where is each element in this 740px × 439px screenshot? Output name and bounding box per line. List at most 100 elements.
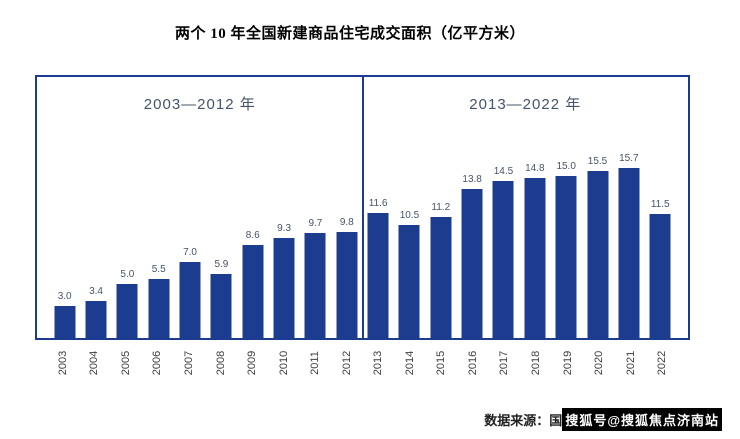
bar — [148, 279, 170, 338]
year-label: 2018 — [529, 350, 542, 376]
bar — [649, 214, 671, 338]
year-slot: 2013 — [362, 342, 394, 384]
year-slot: 2010 — [268, 342, 300, 384]
bar — [492, 181, 514, 338]
bar-value-label: 7.0 — [183, 247, 197, 258]
bar-value-label: 15.0 — [556, 161, 576, 172]
bar — [179, 262, 201, 338]
bar-value-label: 5.5 — [151, 264, 166, 275]
year-label: 2020 — [593, 350, 606, 376]
year-slot: 2018 — [520, 342, 552, 384]
year-slot: 2022 — [646, 342, 678, 384]
chart-title: 两个 10 年全国新建商品住宅成交面积（亿平方米） — [174, 26, 525, 42]
bar — [85, 301, 107, 338]
bar-value-label: 9.8 — [339, 217, 354, 228]
bar — [367, 213, 389, 338]
bar-slot: 9.8 — [331, 77, 362, 338]
period-divider-line — [361, 77, 364, 338]
bar — [54, 306, 76, 338]
bar-slot: 15.5 — [582, 77, 613, 338]
year-label: 2009 — [246, 350, 259, 376]
bar-slot: 5.5 — [143, 77, 174, 338]
plot-area: 2003—2012 年 2013—2022 年 3.0 3.4 5.0 5.5 7.0 5… — [35, 75, 690, 340]
year-label: 2004 — [88, 350, 101, 376]
bar-slot: 10.5 — [394, 77, 425, 338]
x-axis-labels: 2003 2004 2005 2006 2007 2008 2009 2010 2011 2012… — [35, 342, 690, 384]
year-label: 2010 — [277, 350, 290, 376]
bar-value-label: 3.0 — [57, 291, 72, 302]
bar-value-label: 10.5 — [399, 210, 420, 221]
bar — [116, 284, 138, 338]
year-label: 2019 — [561, 350, 574, 376]
bar-value-label: 15.7 — [619, 153, 639, 164]
year-label: 2008 — [214, 350, 227, 376]
bar — [555, 176, 577, 338]
bar-slot: 3.0 — [49, 77, 80, 338]
period-label-left: 2003—2012 年 — [143, 96, 256, 113]
bar-slot: 7.0 — [174, 77, 205, 338]
bar-slot: 9.7 — [300, 77, 331, 338]
year-label: 2012 — [340, 350, 353, 376]
bar-value-label: 9.7 — [308, 218, 323, 229]
bar-slot: 8.6 — [237, 77, 268, 338]
year-label: 2013 — [372, 350, 385, 376]
bar — [210, 274, 232, 338]
year-label: 2014 — [403, 350, 416, 376]
bar — [524, 178, 546, 338]
year-label: 2007 — [182, 350, 195, 376]
bar-value-label: 3.4 — [89, 286, 103, 297]
bar-value-label: 11.6 — [368, 198, 388, 209]
year-slot: 2006 — [142, 342, 174, 384]
year-slot: 2014 — [394, 342, 426, 384]
bar — [430, 217, 452, 338]
year-label: 2016 — [466, 350, 479, 376]
bar-slot: 14.8 — [519, 77, 550, 338]
year-label: 2011 — [309, 351, 322, 375]
bar-value-label: 13.8 — [462, 174, 482, 185]
year-slot: 2021 — [615, 342, 647, 384]
year-label: 2017 — [498, 350, 511, 376]
year-slot: 2017 — [489, 342, 521, 384]
year-label: 2022 — [656, 350, 669, 376]
bar-value-label: 11.5 — [650, 199, 670, 210]
year-slot: 2020 — [583, 342, 615, 384]
year-slot: 2015 — [426, 342, 458, 384]
bar — [461, 189, 483, 338]
year-label: 2021 — [624, 350, 637, 376]
period-label-right: 2013—2022 年 — [469, 96, 582, 113]
year-slot: 2012 — [331, 342, 363, 384]
year-slot: 2007 — [173, 342, 205, 384]
bar-slot: 5.0 — [112, 77, 143, 338]
year-slot: 2005 — [110, 342, 142, 384]
year-slot: 2009 — [236, 342, 268, 384]
bar — [242, 245, 264, 338]
watermark-badge: 搜狐号@搜狐焦点济南站 — [562, 408, 722, 431]
bar-value-label: 14.5 — [493, 166, 514, 177]
bar-slot: 14.5 — [488, 77, 519, 338]
bar-value-label: 11.2 — [431, 202, 451, 213]
bar-slot: 3.4 — [80, 77, 111, 338]
year-label: 2006 — [151, 350, 164, 376]
bar-slot: 15.0 — [551, 77, 582, 338]
bar-value-label: 14.8 — [525, 163, 545, 174]
bar — [304, 233, 326, 338]
bar — [273, 238, 295, 338]
bar-value-label: 8.6 — [245, 230, 260, 241]
bar-value-label: 9.3 — [277, 223, 292, 234]
year-slot: 2004 — [79, 342, 111, 384]
data-source-text: 数据来源：国 — [484, 413, 563, 428]
footer: 数据来源：国 搜狐号@搜狐焦点济南站 — [484, 408, 722, 431]
bar-slot: 9.3 — [268, 77, 299, 338]
bar-slot: 11.6 — [362, 77, 393, 338]
year-slot: 2003 — [47, 342, 79, 384]
bar-value-label: 5.9 — [214, 259, 229, 270]
bar — [398, 225, 420, 338]
bar-slot: 15.7 — [613, 77, 644, 338]
bar-slot: 5.9 — [206, 77, 237, 338]
bar — [618, 168, 640, 338]
bars-container: 3.0 3.4 5.0 5.5 7.0 5.9 8.6 9.3 9.7 9.8 11.6 10.5 11… — [37, 77, 688, 338]
bar — [587, 171, 609, 338]
bar-slot: 11.5 — [645, 77, 676, 338]
bar-slot: 11.2 — [425, 77, 456, 338]
year-slot: 2008 — [205, 342, 237, 384]
